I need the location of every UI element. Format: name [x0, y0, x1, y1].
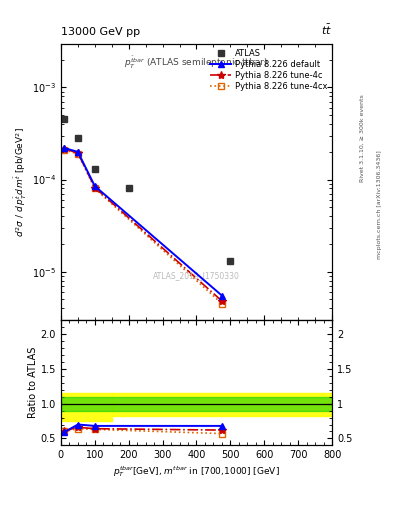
- Pythia 8.226 default: [92, 183, 97, 189]
- Pythia 8.226 tune-4c: [220, 298, 224, 304]
- Text: 13000 GeV pp: 13000 GeV pp: [61, 27, 140, 37]
- Text: Rivet 3.1.10, ≥ 300k events: Rivet 3.1.10, ≥ 300k events: [360, 94, 365, 182]
- Text: $p_T^{\bar{t}bar}$ (ATLAS semileptonic ttbar): $p_T^{\bar{t}bar}$ (ATLAS semileptonic t…: [125, 55, 268, 71]
- ATLAS: [126, 185, 131, 191]
- Pythia 8.226 tune-4cx: [220, 301, 224, 307]
- Line: Pythia 8.226 tune-4c: Pythia 8.226 tune-4c: [60, 145, 226, 305]
- Pythia 8.226 tune-4cx: [62, 147, 67, 153]
- Pythia 8.226 tune-4cx: [75, 151, 80, 157]
- Pythia 8.226 tune-4c: [62, 146, 67, 152]
- ATLAS: [92, 166, 97, 172]
- Pythia 8.226 tune-4cx: [92, 185, 97, 191]
- Text: ATLAS_2019_I1750330: ATLAS_2019_I1750330: [153, 271, 240, 280]
- Text: mcplots.cern.ch [arXiv:1306.3436]: mcplots.cern.ch [arXiv:1306.3436]: [377, 151, 382, 259]
- Y-axis label: $d^2\sigma$ / $d\,p_T^{\bar{t}}d\,m^{\bar{t}}$ [pb/GeV$^2$]: $d^2\sigma$ / $d\,p_T^{\bar{t}}d\,m^{\ba…: [13, 127, 29, 237]
- Text: $t\bar{t}$: $t\bar{t}$: [321, 23, 332, 37]
- Pythia 8.226 default: [220, 292, 224, 298]
- Line: Pythia 8.226 default: Pythia 8.226 default: [61, 144, 226, 299]
- Pythia 8.226 default: [75, 149, 80, 155]
- X-axis label: $p_T^{tbar{}}$[GeV], $m^{tbar{}}$ in [700,1000] [GeV]: $p_T^{tbar{}}$[GeV], $m^{tbar{}}$ in [70…: [113, 464, 280, 479]
- Pythia 8.226 tune-4c: [75, 150, 80, 156]
- ATLAS: [75, 135, 80, 141]
- ATLAS: [228, 258, 233, 264]
- ATLAS: [62, 116, 67, 122]
- Y-axis label: Ratio to ATLAS: Ratio to ATLAS: [28, 347, 38, 418]
- Pythia 8.226 default: [62, 145, 67, 151]
- Line: Pythia 8.226 tune-4cx: Pythia 8.226 tune-4cx: [62, 147, 225, 306]
- Legend: ATLAS, Pythia 8.226 default, Pythia 8.226 tune-4c, Pythia 8.226 tune-4cx: ATLAS, Pythia 8.226 default, Pythia 8.22…: [207, 45, 331, 94]
- Pythia 8.226 tune-4c: [92, 184, 97, 190]
- Line: ATLAS: ATLAS: [61, 116, 234, 265]
